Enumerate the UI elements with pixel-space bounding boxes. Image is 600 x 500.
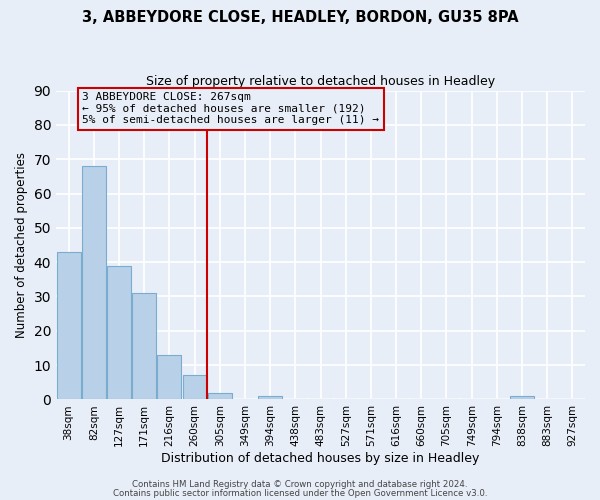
Text: Contains HM Land Registry data © Crown copyright and database right 2024.: Contains HM Land Registry data © Crown c… [132, 480, 468, 489]
Bar [132, 293, 156, 400]
Bar [208, 392, 232, 400]
Bar [107, 266, 131, 400]
Text: 3 ABBEYDORE CLOSE: 267sqm
← 95% of detached houses are smaller (192)
5% of semi-: 3 ABBEYDORE CLOSE: 267sqm ← 95% of detac… [82, 92, 379, 126]
Bar [182, 376, 206, 400]
Bar [157, 355, 181, 400]
Bar [82, 166, 106, 400]
Bar [258, 396, 282, 400]
Text: 3, ABBEYDORE CLOSE, HEADLEY, BORDON, GU35 8PA: 3, ABBEYDORE CLOSE, HEADLEY, BORDON, GU3… [82, 10, 518, 25]
Bar [510, 396, 534, 400]
Bar [56, 252, 80, 400]
X-axis label: Distribution of detached houses by size in Headley: Distribution of detached houses by size … [161, 452, 480, 465]
Title: Size of property relative to detached houses in Headley: Size of property relative to detached ho… [146, 75, 495, 88]
Text: Contains public sector information licensed under the Open Government Licence v3: Contains public sector information licen… [113, 488, 487, 498]
Y-axis label: Number of detached properties: Number of detached properties [15, 152, 28, 338]
